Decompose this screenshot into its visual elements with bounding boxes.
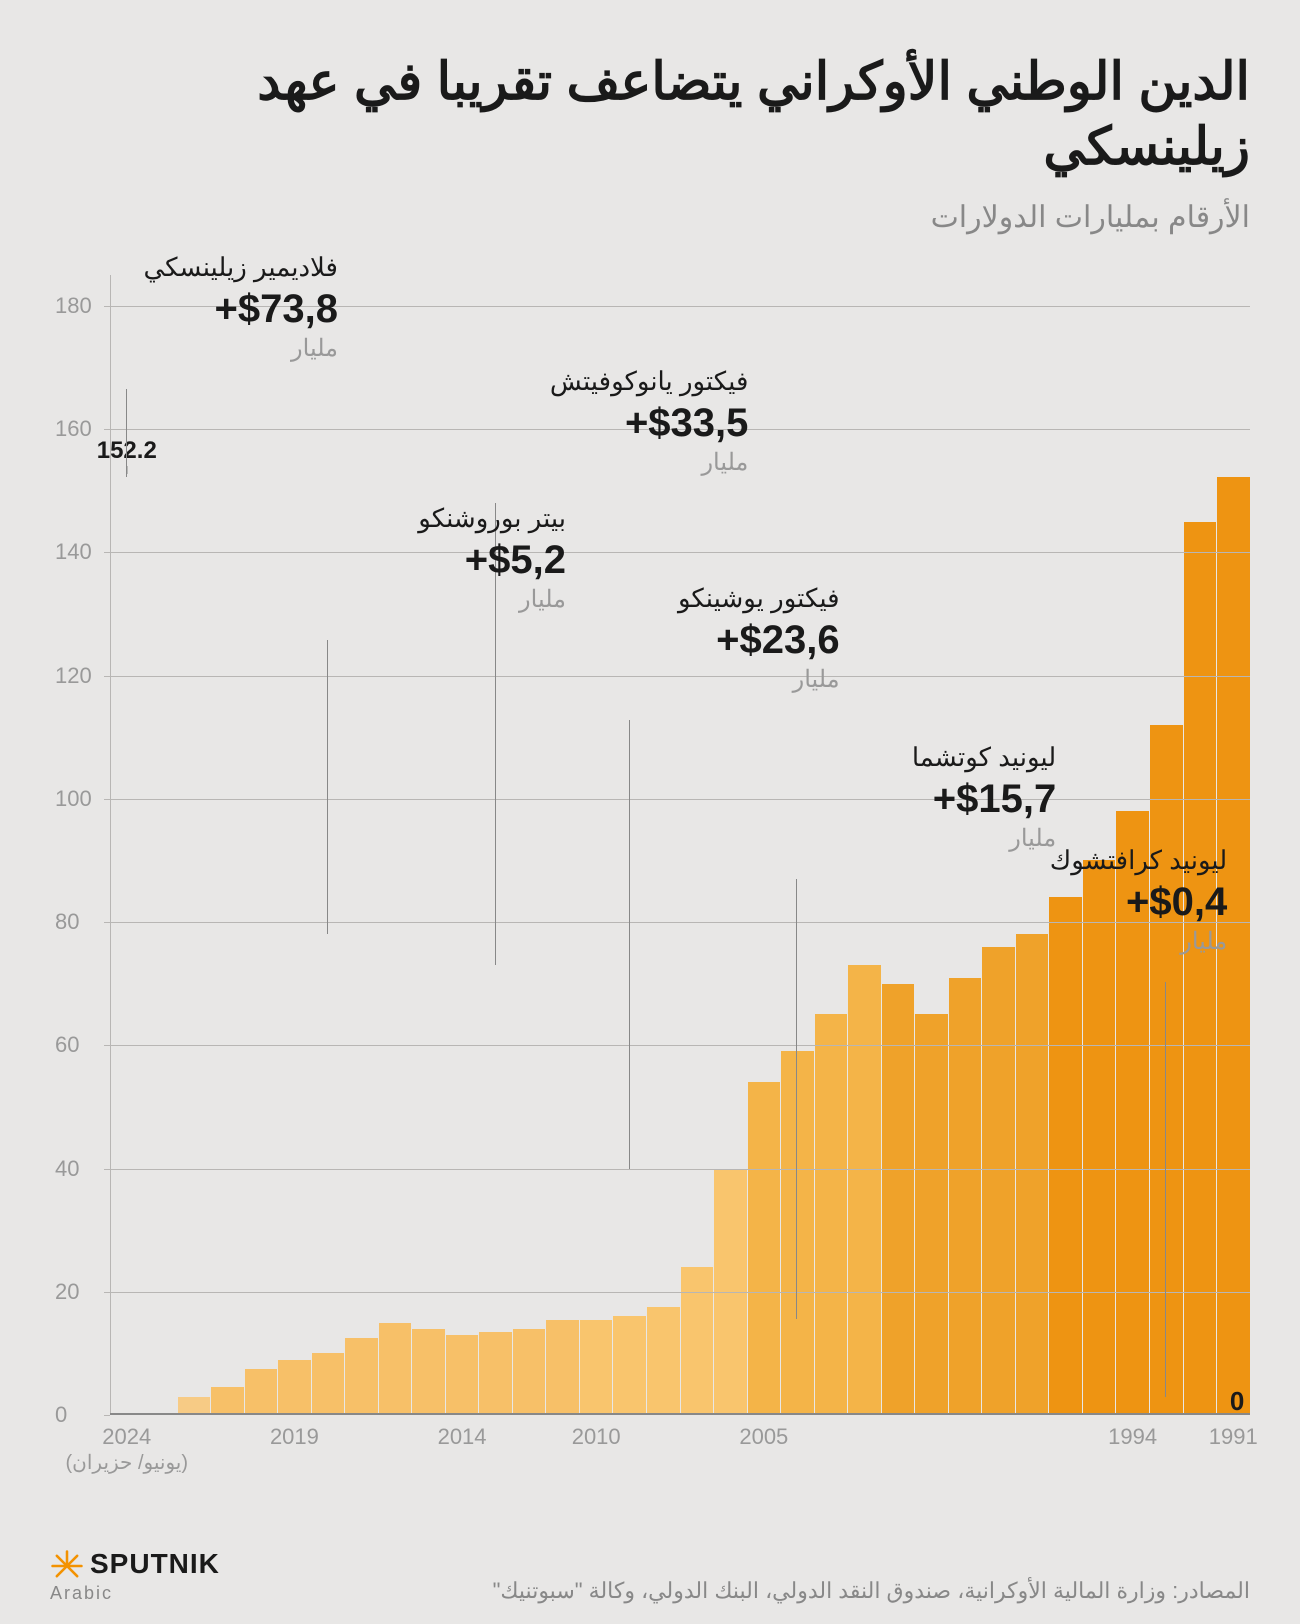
bar <box>278 1360 311 1415</box>
grid-line <box>110 799 1250 800</box>
chart-title: الدين الوطني الأوكراني يتضاعف تقريبا في … <box>50 50 1250 180</box>
bar <box>546 1320 579 1416</box>
president-name: بيتر بوروشنكو <box>418 503 566 534</box>
bar <box>647 1307 680 1415</box>
president-name: فيكتور يوشينكو <box>678 583 840 614</box>
president-unit: مليار <box>678 665 840 694</box>
bar <box>1049 897 1082 1415</box>
publisher-logo: SPUTNIK Arabic <box>50 1548 220 1604</box>
bar <box>882 984 915 1415</box>
president-name: فيكتور يانوكوفيتش <box>550 366 749 397</box>
sources: المصادر: وزارة المالية الأوكرانية، صندوق… <box>220 1578 1250 1604</box>
logo-text-top: SPUTNIK <box>90 1548 220 1579</box>
bar <box>1150 725 1183 1415</box>
president-value: +$33,5 <box>625 401 748 446</box>
president-name: فلاديمير زيلينسكي <box>143 252 338 283</box>
x-tick-label: 2005 <box>739 1424 788 1450</box>
president-unit: مليار <box>143 334 338 363</box>
president-annotation: فلاديمير زيلينسكي +$73,8مليار <box>143 252 338 363</box>
leader-line <box>126 389 127 477</box>
x-axis <box>110 1413 1250 1415</box>
president-value: +$15,7 <box>933 777 1056 822</box>
y-tick-label: 40 <box>55 1156 105 1182</box>
president-name: ليونيد كرافتشوك <box>1050 845 1227 876</box>
bar <box>211 1387 244 1415</box>
bar <box>815 1014 848 1415</box>
y-tick-label: 20 <box>55 1279 105 1305</box>
bar <box>982 947 1015 1415</box>
y-tick-label: 120 <box>55 663 105 689</box>
bar <box>915 1014 948 1415</box>
president-unit: مليار <box>550 448 749 477</box>
bar <box>681 1267 714 1415</box>
president-value: +$0,4 <box>1126 880 1227 925</box>
president-unit: مليار <box>418 585 566 614</box>
x-tick-label: 2024 <box>102 1424 151 1450</box>
president-unit: مليار <box>912 824 1056 853</box>
leader-line <box>629 720 630 1169</box>
grid-line <box>110 1292 1250 1293</box>
president-value: +$73,8 <box>215 287 338 332</box>
chart: 0204060801001201401601801991199420052010… <box>50 275 1250 1475</box>
bar <box>1184 522 1217 1416</box>
zero-label: 0 <box>1230 1386 1244 1417</box>
logo-text-bottom: Arabic <box>50 1583 220 1604</box>
leader-line <box>327 640 328 935</box>
bar <box>479 1332 512 1415</box>
y-tick-label: 60 <box>55 1032 105 1058</box>
president-name: ليونيد كوتشما <box>912 742 1056 773</box>
y-tick-label: 140 <box>55 539 105 565</box>
x-tick-sublabel: (يونيو/ حزيران) <box>66 1450 189 1475</box>
y-tick-label: 0 <box>55 1402 105 1428</box>
grid-line <box>110 1045 1250 1046</box>
grid-line <box>110 1169 1250 1170</box>
bar <box>379 1323 412 1415</box>
president-unit: مليار <box>1050 927 1227 956</box>
bar <box>613 1316 646 1415</box>
president-value: +$5,2 <box>465 538 566 583</box>
footer: SPUTNIK Arabic المصادر: وزارة المالية ال… <box>50 1548 1250 1604</box>
bar <box>949 978 982 1416</box>
x-tick-label: 1994 <box>1108 1424 1157 1450</box>
grid-line <box>110 552 1250 553</box>
y-tick-label: 180 <box>55 293 105 319</box>
bar <box>513 1329 546 1415</box>
x-tick-label: 2019 <box>270 1424 319 1450</box>
bar <box>446 1335 479 1415</box>
bar <box>345 1338 378 1415</box>
plot-area: 0204060801001201401601801991199420052010… <box>110 275 1250 1415</box>
president-annotation: فيكتور يانوكوفيتش +$33,5مليار <box>550 366 749 477</box>
y-tick-label: 100 <box>55 786 105 812</box>
leader-line <box>1165 982 1166 1397</box>
y-tick-label: 80 <box>55 909 105 935</box>
x-tick-label: 1991 <box>1209 1424 1258 1450</box>
bar <box>580 1320 613 1416</box>
bar <box>245 1369 278 1415</box>
leader-line <box>796 879 797 1319</box>
president-annotation: ليونيد كرافتشوك +$0,4مليار <box>1050 845 1227 956</box>
bar <box>748 1082 781 1415</box>
president-annotation: بيتر بوروشنكو +$5,2مليار <box>418 503 566 614</box>
president-value: +$23,6 <box>716 618 839 663</box>
chart-subtitle: الأرقام بمليارات الدولارات <box>50 200 1250 235</box>
president-annotation: فيكتور يوشينكو +$23,6مليار <box>678 583 840 694</box>
peak-value-label: 152.2 <box>97 437 157 465</box>
bar <box>312 1353 345 1415</box>
bar <box>412 1329 445 1415</box>
bar <box>781 1051 814 1415</box>
x-tick-label: 2014 <box>438 1424 487 1450</box>
bar <box>848 965 881 1415</box>
x-tick-label: 2010 <box>572 1424 621 1450</box>
bar <box>1016 934 1049 1415</box>
sputnik-burst-icon <box>50 1549 84 1583</box>
president-annotation: ليونيد كوتشما +$15,7مليار <box>912 742 1056 853</box>
